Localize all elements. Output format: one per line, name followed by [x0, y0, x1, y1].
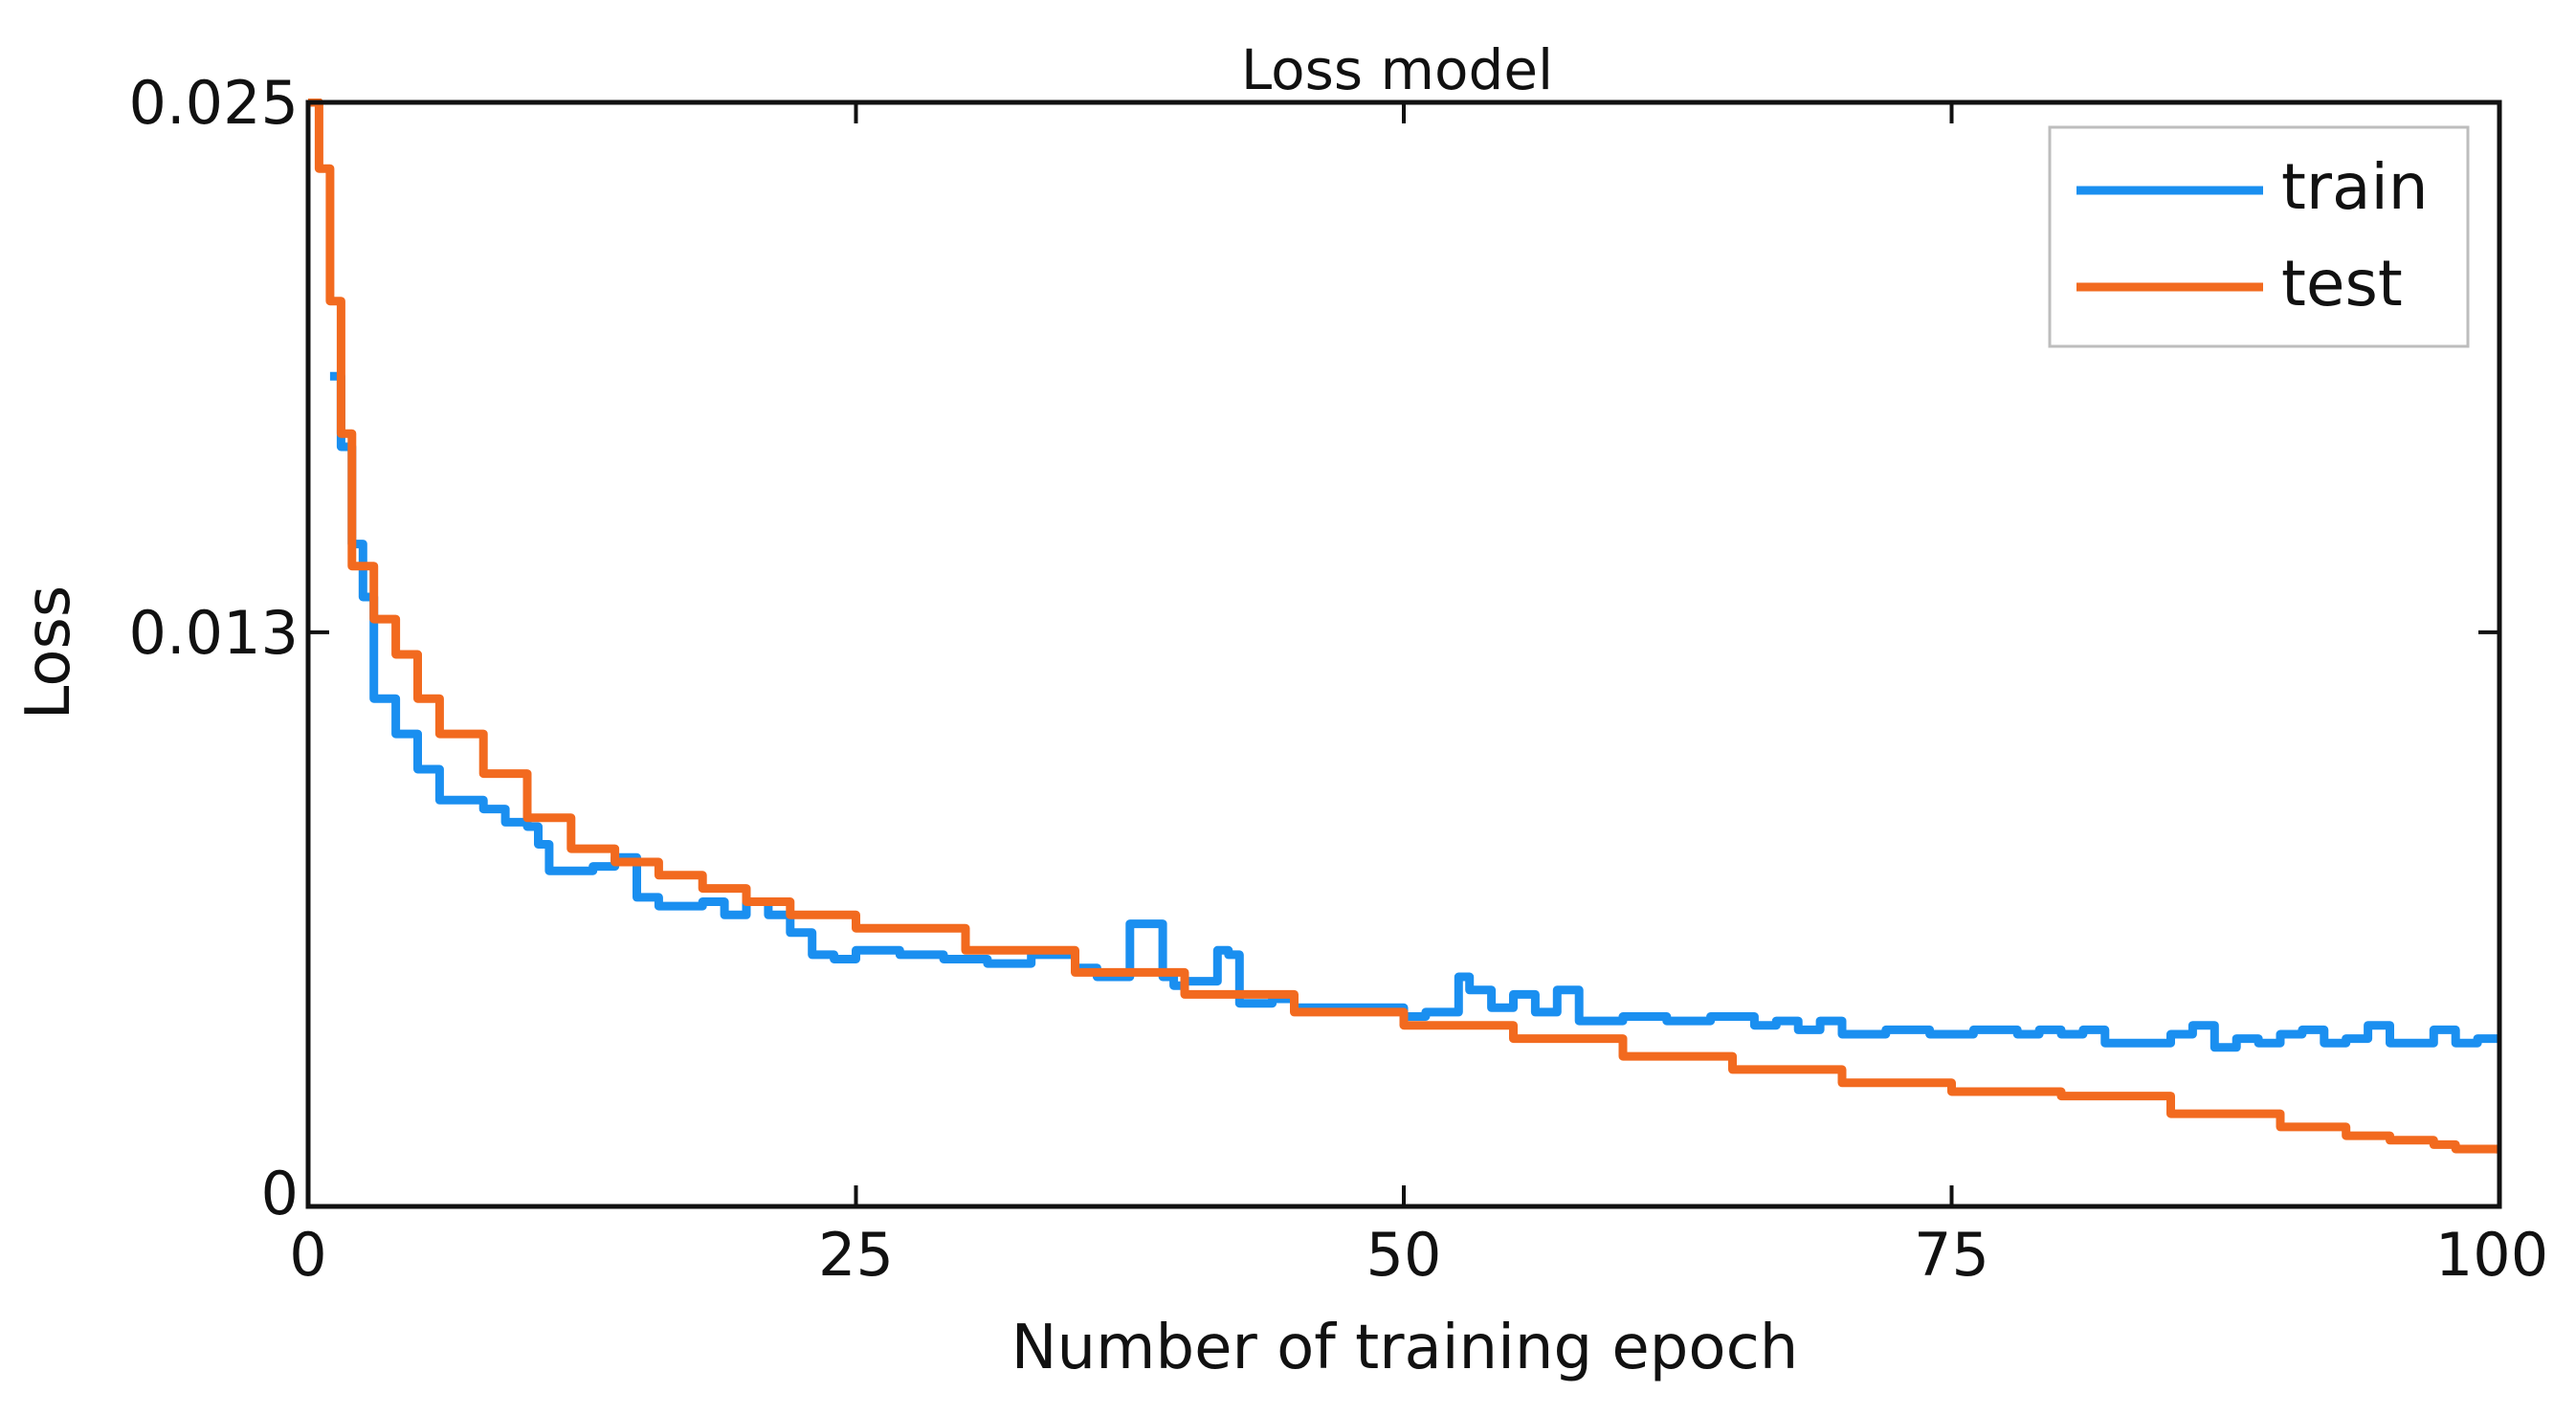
- y-tick-label: 0: [261, 1159, 299, 1228]
- y-tick-label: 0.025: [129, 68, 300, 138]
- legend-label-test: test: [2281, 247, 2403, 321]
- x-tick-label: 50: [1366, 1220, 1442, 1290]
- legend: train test: [2048, 125, 2470, 348]
- x-tick-label: 100: [2435, 1220, 2548, 1290]
- legend-label-train: train: [2281, 150, 2429, 224]
- x-tick-label: 25: [818, 1220, 894, 1290]
- y-axis-ticks: 0 0.013 0.025: [129, 68, 2499, 1228]
- series-line-train: [329, 371, 2499, 1052]
- x-tick-label: 0: [289, 1220, 326, 1290]
- series-line-test: [308, 99, 2499, 1154]
- legend-box: [2048, 125, 2470, 348]
- y-tick-label: 0.013: [129, 598, 300, 668]
- chart-title: Loss model: [1241, 37, 1553, 102]
- x-axis-label: Number of training epoch: [1011, 1313, 1799, 1383]
- x-axis-ticks: 0 25 50 75 100: [289, 102, 2548, 1290]
- plot-area: [308, 99, 2499, 1154]
- y-axis-label: Loss: [13, 586, 84, 719]
- x-tick-label: 75: [1914, 1220, 1989, 1290]
